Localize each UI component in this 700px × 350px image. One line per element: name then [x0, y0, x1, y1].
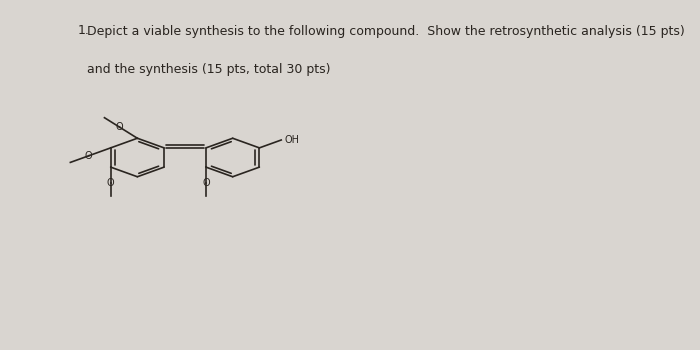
Text: O: O	[85, 151, 92, 161]
Text: and the synthesis (15 pts, total 30 pts): and the synthesis (15 pts, total 30 pts)	[87, 63, 330, 76]
Text: O: O	[202, 178, 210, 188]
Text: Depict a viable synthesis to the following compound.  Show the retrosynthetic an: Depict a viable synthesis to the followi…	[87, 25, 685, 37]
Text: OH: OH	[284, 135, 299, 145]
Text: 1.: 1.	[78, 25, 89, 37]
Text: O: O	[116, 122, 123, 132]
Text: O: O	[107, 178, 115, 188]
